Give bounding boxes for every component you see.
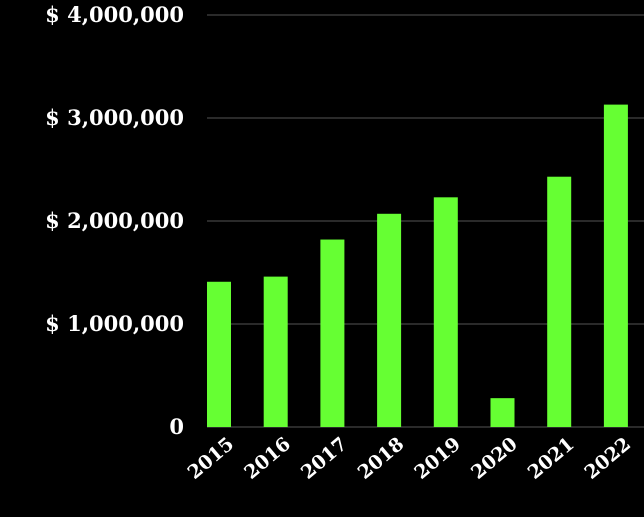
bar-2018 [377, 213, 402, 427]
x-tick-label: 2020 [467, 433, 522, 484]
y-tick-label: 0 [169, 414, 184, 439]
x-tick-label: 2018 [354, 433, 409, 484]
x-tick-label: 2022 [580, 433, 635, 484]
bar-2021 [547, 176, 572, 427]
x-tick-label: 2017 [297, 433, 352, 484]
y-tick-label: $ 1,000,000 [45, 311, 184, 336]
bar-2020 [490, 398, 515, 427]
x-tick-label: 2019 [410, 433, 465, 484]
bar-2016 [263, 276, 288, 427]
y-axis-labels: 0 $ 1,000,000 $ 2,000,000 $ 3,000,000 $ 4,00… [45, 2, 184, 439]
y-tick-label: $ 4,000,000 [45, 2, 184, 27]
bars [207, 104, 628, 428]
y-tick-label: $ 2,000,000 [45, 208, 184, 233]
y-tick-label: $ 3,000,000 [45, 105, 184, 130]
x-tick-label: 2016 [240, 433, 295, 484]
x-tick-label: 2021 [524, 433, 579, 484]
bar-2015 [207, 281, 231, 427]
bar-2019 [433, 197, 458, 427]
bar-2017 [320, 239, 345, 427]
bar-2022 [603, 104, 628, 428]
x-axis-labels: 2015 2016 2017 2018 2019 2020 2021 2022 [184, 433, 636, 484]
x-tick-label: 2015 [184, 433, 239, 484]
